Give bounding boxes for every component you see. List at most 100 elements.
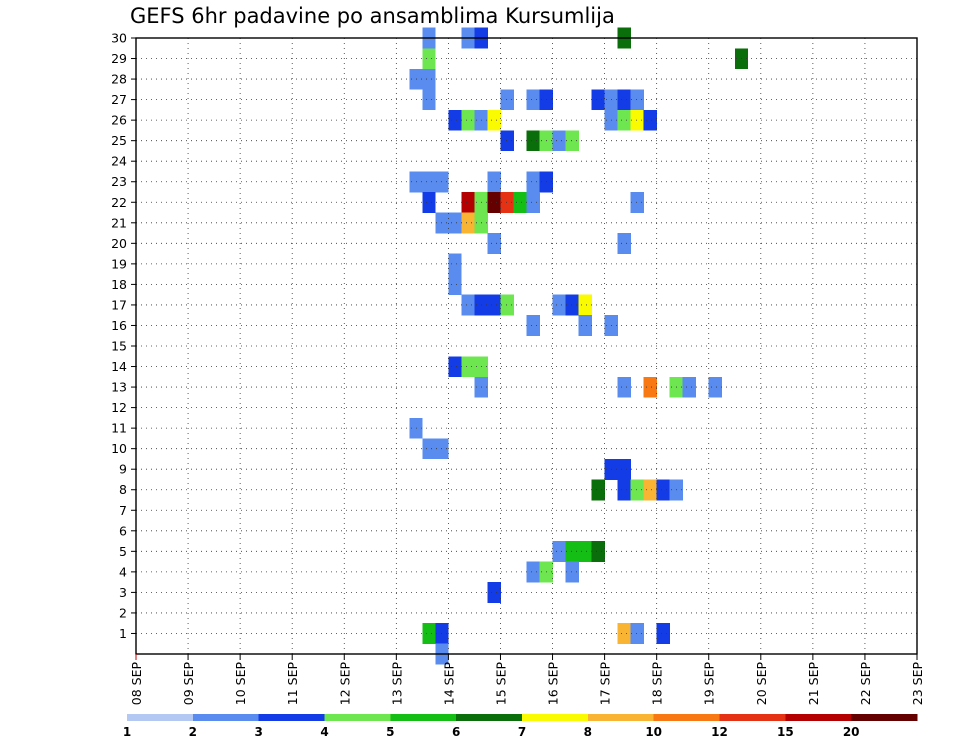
heatmap-cell — [461, 212, 475, 234]
heatmap-cell — [630, 89, 644, 111]
y-tick-label: 25 — [111, 133, 127, 148]
heatmap-cell — [578, 294, 592, 316]
heatmap-cell — [656, 623, 670, 645]
heatmap-cell — [422, 623, 436, 645]
legend-label: 8 — [584, 725, 592, 739]
y-tick-label: 28 — [111, 72, 127, 87]
y-tick-label: 17 — [111, 297, 127, 312]
heatmap-cell — [617, 623, 631, 645]
legend-label: 5 — [386, 725, 394, 739]
y-tick-label: 14 — [111, 359, 127, 374]
heatmap-cell — [448, 212, 462, 234]
heatmap-cell — [708, 376, 723, 398]
legend-layer: 1 2 3 4 5 6 7 8 10 12 15 20 — [123, 714, 918, 739]
legend-swatch — [324, 714, 391, 721]
heatmap-cell — [422, 48, 436, 70]
legend-swatch — [851, 714, 918, 721]
legend-label: 7 — [518, 725, 526, 739]
heatmap-cell — [500, 294, 514, 316]
heatmap-cell — [461, 109, 475, 131]
heatmap-cell — [643, 109, 657, 131]
heatmap-cell — [617, 376, 631, 398]
heatmap-cell — [643, 479, 657, 501]
y-tick-label: 13 — [111, 380, 127, 395]
heatmap-cell — [552, 294, 566, 316]
y-tick-label: 24 — [111, 154, 127, 169]
x-tick-label: 09 SEP — [181, 662, 196, 706]
legend-swatch — [719, 714, 786, 721]
heatmap-cell — [422, 171, 436, 193]
legend-swatch — [653, 714, 720, 721]
x-tick-label: 12 SEP — [337, 662, 352, 706]
heatmap-cell — [448, 109, 462, 131]
legend-label: 10 — [645, 725, 662, 739]
legend-swatch — [127, 714, 194, 721]
heatmap-cell — [526, 561, 540, 583]
heatmap-cell — [591, 89, 605, 111]
heatmap-cell — [630, 109, 644, 131]
heatmap-cell — [565, 130, 579, 152]
heatmap-cell — [591, 541, 605, 562]
x-tick-label: 18 SEP — [650, 662, 665, 706]
x-tick-label: 20 SEP — [754, 662, 769, 706]
y-tick-label: 5 — [119, 544, 127, 559]
y-tick-label: 8 — [119, 482, 127, 497]
y-tick-label: 3 — [119, 585, 127, 600]
x-tick-label: 19 SEP — [702, 662, 717, 706]
heatmap-cell — [565, 541, 579, 562]
x-tick-label: 11 SEP — [285, 662, 300, 706]
y-tick-label: 7 — [119, 503, 127, 518]
legend-swatch — [390, 714, 457, 721]
y-tick-label: 19 — [111, 256, 127, 271]
heatmap-cell — [565, 561, 579, 583]
heatmap-cell — [591, 479, 605, 501]
heatmap-cell — [435, 623, 449, 645]
heatmap-cell — [526, 89, 540, 111]
legend-label: 2 — [189, 725, 197, 739]
heatmap-cell — [487, 582, 501, 603]
y-tick-label: 10 — [111, 441, 127, 456]
heatmap-cell — [500, 130, 514, 152]
x-tick-label: 16 SEP — [546, 662, 561, 706]
heatmap-cell — [630, 623, 644, 645]
legend-label: 12 — [711, 725, 728, 739]
heatmap-cell — [643, 376, 657, 398]
heatmap-cell — [656, 479, 670, 501]
heatmap-cell — [435, 438, 449, 460]
y-tick-label: 15 — [111, 339, 127, 354]
heatmap-cell — [461, 294, 475, 316]
heatmap-cell — [526, 315, 540, 337]
y-tick-label: 4 — [119, 564, 127, 579]
legend-label: 15 — [777, 725, 794, 739]
heatmap-cell — [500, 89, 514, 111]
y-tick-label: 18 — [111, 277, 127, 292]
heatmap-cell — [617, 233, 631, 254]
heatmap-cell — [461, 192, 475, 213]
heatmap-cell — [487, 294, 501, 316]
y-tick-label: 30 — [111, 31, 127, 46]
heatmap-cell — [617, 458, 631, 480]
heatmap-cell — [617, 479, 631, 501]
legend-swatch — [785, 714, 852, 721]
heatmap-cell — [448, 356, 462, 378]
heatmap-cell — [487, 109, 501, 131]
y-tick-label: 12 — [111, 400, 127, 415]
heatmap-cell — [448, 274, 462, 295]
heatmap-cell — [422, 438, 436, 460]
heatmap-cell — [552, 541, 566, 562]
y-tick-label: 22 — [111, 195, 127, 210]
heatmap-cell — [552, 130, 566, 152]
y-tick-label: 16 — [111, 318, 127, 333]
x-tick-label: 15 SEP — [493, 662, 508, 706]
heatmap-cell — [526, 171, 540, 193]
heatmap-cell — [487, 192, 501, 213]
heatmap-cell — [435, 212, 449, 234]
heatmap-cell — [526, 192, 540, 213]
cells-layer — [409, 27, 749, 665]
x-tick-label: 08 SEP — [129, 662, 144, 706]
legend-swatch — [456, 714, 523, 721]
heatmap-cell — [630, 192, 644, 213]
legend-swatch — [522, 714, 589, 721]
heatmap-cell — [617, 89, 631, 111]
y-tick-label: 1 — [119, 626, 127, 641]
